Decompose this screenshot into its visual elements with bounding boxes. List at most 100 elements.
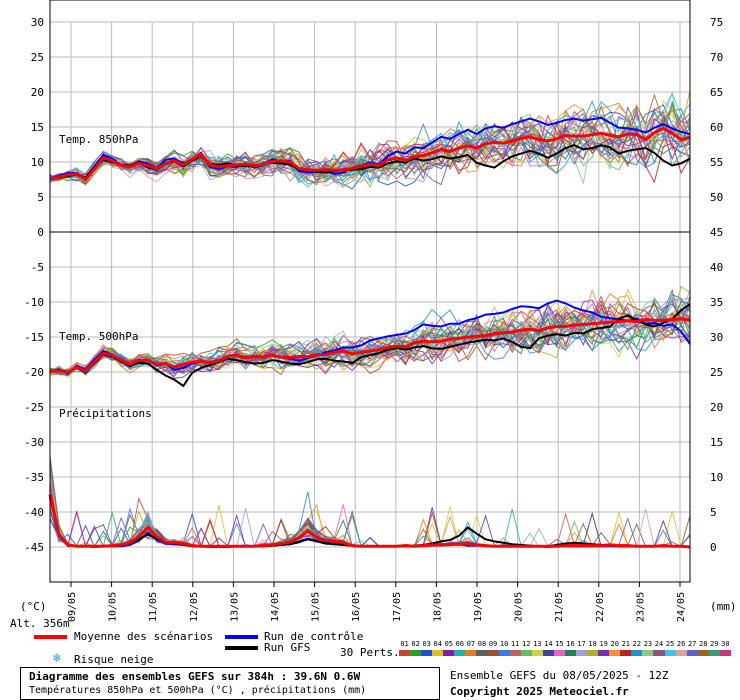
perturbation-swatch xyxy=(653,650,665,656)
perturbation-numbers: 01 02 03 04 05 06 07 08 09 10 11 12 13 14 15 16 17 18 19 20… xyxy=(399,640,731,648)
mean-line xyxy=(49,126,691,182)
legend-mean-label: Moyenne des scénarios xyxy=(74,630,214,643)
ensemble-member-line xyxy=(49,93,691,186)
perturbation-swatch xyxy=(432,650,444,656)
perturbation-number: 17 xyxy=(577,640,586,648)
perturbation-swatch xyxy=(675,650,687,656)
left-tick-label: -10 xyxy=(24,296,44,309)
date-tick-label: 15/05 xyxy=(311,592,322,622)
left-tick-label: 30 xyxy=(31,16,44,29)
perturbation-number: 30 xyxy=(721,640,730,648)
left-tick-label: -25 xyxy=(24,401,44,414)
panel-label-850: Temp. 850hPa xyxy=(59,133,138,146)
perturbation-number: 19 xyxy=(599,640,608,648)
perturbation-swatch xyxy=(520,650,532,656)
perturbation-number: 10 xyxy=(499,640,509,648)
date-tick-label: 18/05 xyxy=(432,592,443,622)
perturbation-swatch xyxy=(564,650,576,656)
perturbation-number: 21 xyxy=(621,640,630,648)
right-tick-label: 70 xyxy=(710,51,723,64)
left-tick-label: -5 xyxy=(31,261,44,274)
ensemble-info: Ensemble GEFS du 08/05/2025 - 12Z xyxy=(450,669,669,682)
gfs-run-line xyxy=(49,303,691,388)
perturbation-number: 04 xyxy=(433,640,442,648)
left-tick-label: 25 xyxy=(31,51,44,64)
right-tick-label: 5 xyxy=(710,506,717,519)
perturbation-number: 02 xyxy=(411,640,420,648)
perturbation-number: 27 xyxy=(687,640,697,648)
right-tick-label: 50 xyxy=(710,191,723,204)
perturbation-number: 26 xyxy=(676,640,686,648)
perturbation-swatch xyxy=(719,650,731,656)
ensemble-member-line xyxy=(49,114,691,182)
chart-info-box: Diagramme des ensembles GEFS sur 384h : … xyxy=(20,667,440,700)
mean-line xyxy=(48,494,691,549)
legend-control-swatch xyxy=(225,635,258,639)
perturbation-number: 15 xyxy=(555,640,564,648)
perturbation-number: 11 xyxy=(510,640,520,648)
date-tick-label: 14/05 xyxy=(270,592,281,622)
left-tick-label: 0 xyxy=(37,226,44,239)
perturbation-swatch xyxy=(531,650,543,656)
left-tick-label: -15 xyxy=(24,331,44,344)
left-tick-label: -35 xyxy=(24,471,44,484)
perturbation-number: 29 xyxy=(710,640,719,648)
perturbation-swatch xyxy=(553,650,565,656)
perturbation-color-swatches xyxy=(399,650,731,656)
perturbation-number: 03 xyxy=(422,640,431,648)
perturbation-number: 18 xyxy=(588,640,597,648)
altitude-label: Alt. 356m xyxy=(10,617,70,630)
right-tick-label: 35 xyxy=(710,296,723,309)
perturbation-swatch xyxy=(542,650,554,656)
perturbation-number: 05 xyxy=(444,640,453,648)
chart-grid xyxy=(50,21,690,583)
perturbation-number: 23 xyxy=(643,640,653,648)
perturbation-number: 12 xyxy=(522,640,531,648)
date-tick-label: 13/05 xyxy=(229,592,240,622)
legend-snow-label: Risque neige xyxy=(74,653,154,666)
perturbation-swatch xyxy=(465,650,477,656)
date-tick-label: 10/05 xyxy=(108,592,119,622)
perturbation-number: 07 xyxy=(466,640,476,648)
right-tick-label: 15 xyxy=(710,436,723,449)
perturbation-swatch xyxy=(664,650,676,656)
perturbation-number: 28 xyxy=(699,640,708,648)
panel-label-precip: Précipitations xyxy=(59,407,152,420)
date-tick-label: 23/05 xyxy=(635,592,646,622)
right-tick-label: 60 xyxy=(710,121,723,134)
right-tick-label: 75 xyxy=(710,16,723,29)
chart-axes: 302520151050-5-10-15-20-25-30-35-40-4575… xyxy=(24,0,723,622)
right-unit-label: (mm) xyxy=(710,600,737,613)
left-tick-label: -45 xyxy=(24,541,44,554)
left-tick-label: -20 xyxy=(24,366,44,379)
panel-label-500: Temp. 500hPa xyxy=(59,330,138,343)
perturbation-swatch xyxy=(498,650,510,656)
perturbation-number: 06 xyxy=(455,640,465,648)
ensemble-member-line xyxy=(49,112,691,189)
legend-control-label: Run de contrôle xyxy=(264,630,364,643)
left-tick-label: -40 xyxy=(24,506,44,519)
perturbation-number: 16 xyxy=(566,640,575,648)
right-tick-label: 0 xyxy=(710,541,717,554)
date-tick-label: 19/05 xyxy=(473,592,484,622)
perturbation-number: 24 xyxy=(654,640,664,648)
perturbation-swatch xyxy=(509,650,521,656)
legend-gfs-swatch xyxy=(225,646,258,650)
perturbation-swatch xyxy=(631,650,643,656)
right-tick-label: 65 xyxy=(710,86,723,99)
main-series xyxy=(48,116,691,549)
left-unit-label: (°C) xyxy=(20,600,47,613)
perturbation-swatch xyxy=(476,650,488,656)
perturbation-number: 01 xyxy=(400,640,409,648)
perturbation-swatch xyxy=(697,650,709,656)
left-tick-label: 15 xyxy=(31,121,44,134)
ensemble-member-line xyxy=(49,302,691,376)
perturbation-swatch xyxy=(620,650,632,656)
perturbation-number: 20 xyxy=(610,640,619,648)
right-tick-label: 20 xyxy=(710,401,723,414)
date-tick-label: 12/05 xyxy=(189,592,200,622)
plot-frame xyxy=(49,0,691,583)
right-tick-label: 10 xyxy=(710,471,723,484)
date-tick-label: 09/05 xyxy=(67,592,78,622)
perturbation-swatch xyxy=(686,650,698,656)
